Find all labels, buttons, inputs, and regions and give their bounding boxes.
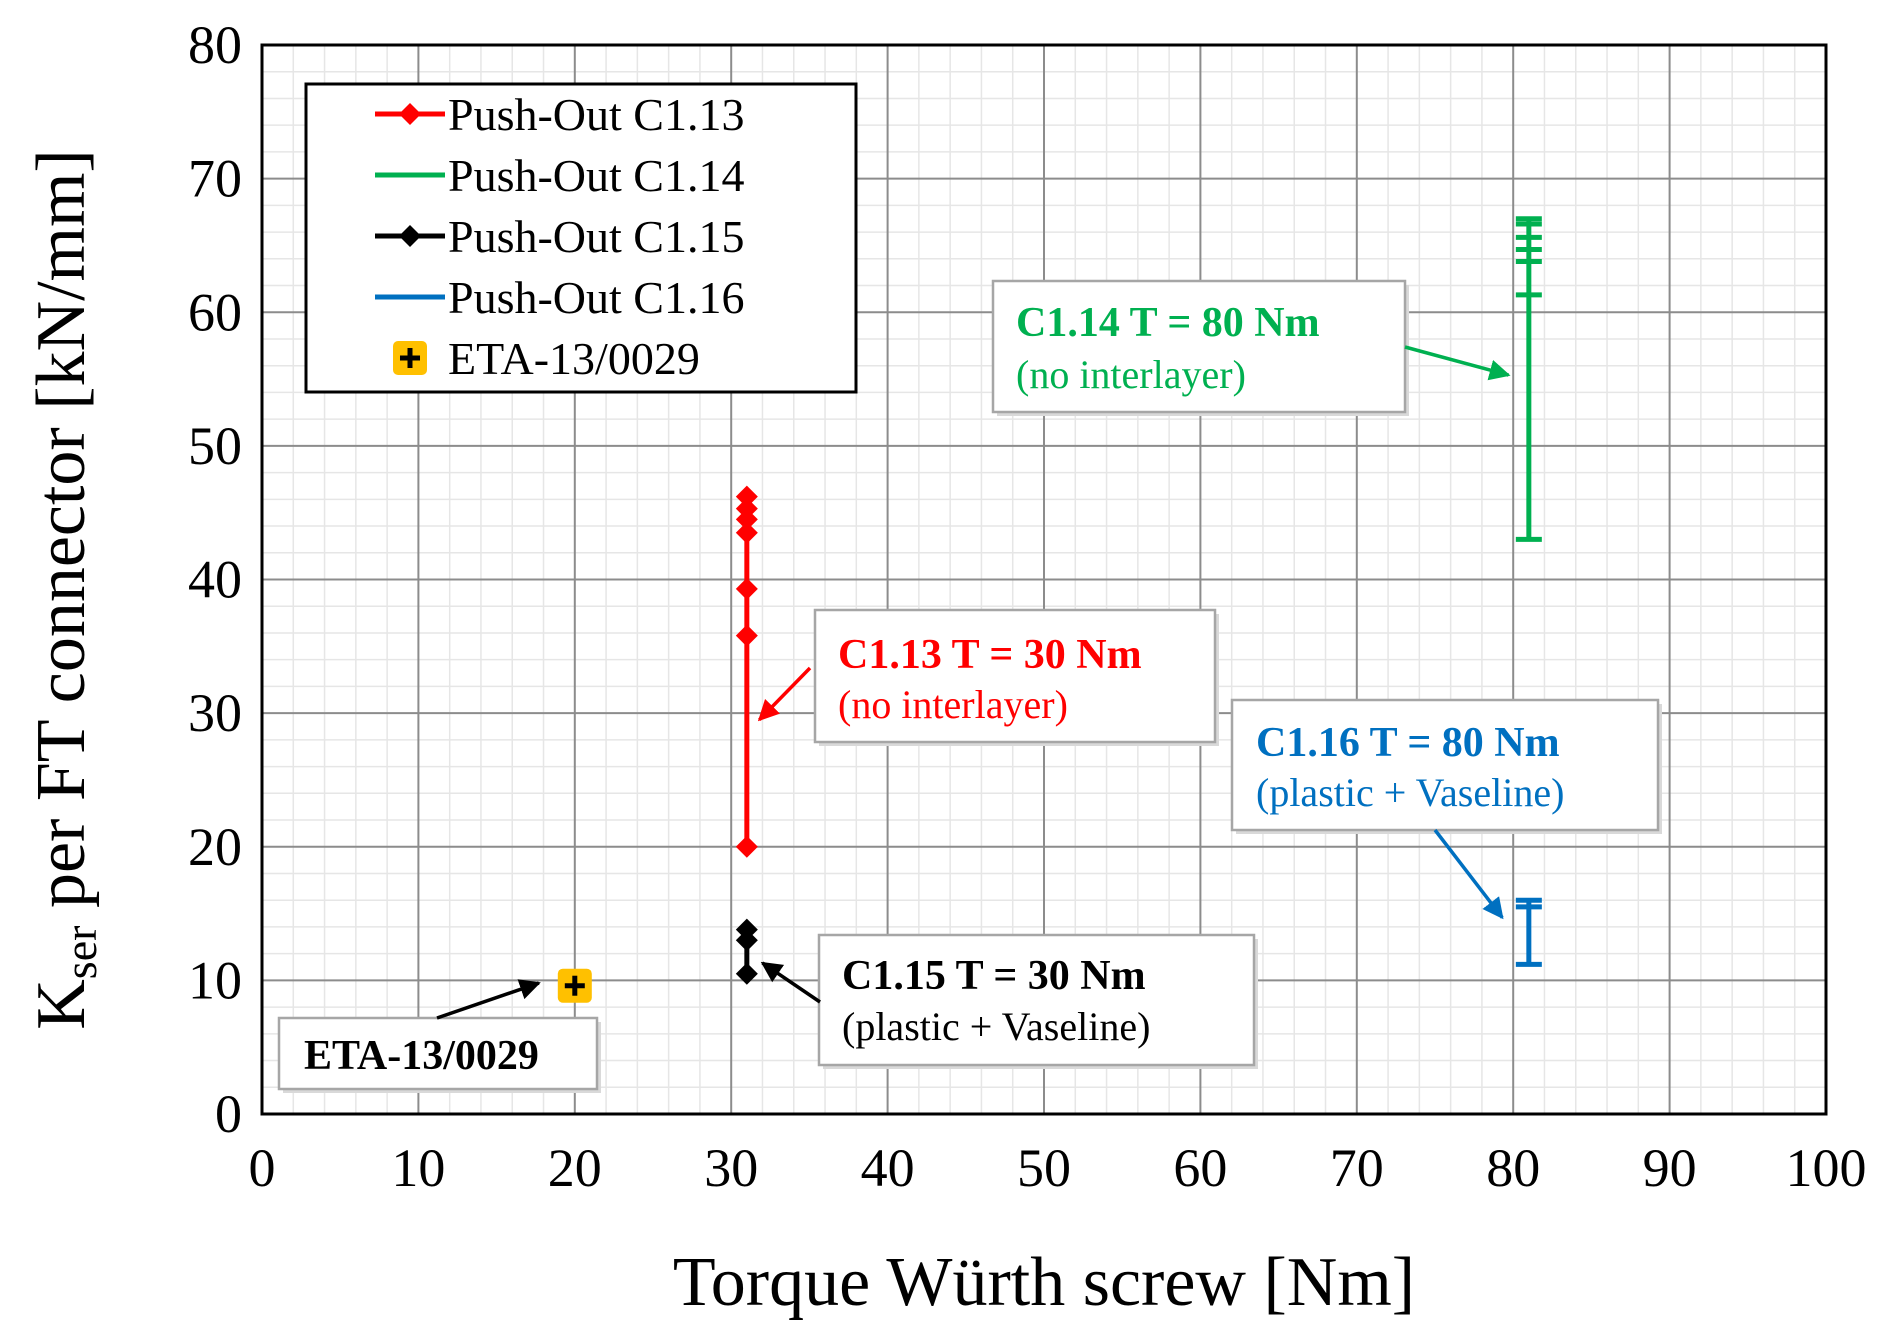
annotation-title: C1.15 T = 30 Nm bbox=[842, 953, 1146, 999]
y-tick-label: 0 bbox=[215, 1084, 242, 1144]
y-tick-label: 50 bbox=[188, 416, 242, 476]
x-tick-label: 100 bbox=[1786, 1138, 1867, 1198]
y-axis-title: Kser per FT connector [kN/mm] bbox=[23, 149, 106, 1030]
data-point bbox=[735, 918, 758, 941]
legend-item: ETA-13/0029 bbox=[393, 333, 700, 384]
annotation-title: C1.16 T = 80 Nm bbox=[1256, 720, 1560, 766]
x-tick-label: 90 bbox=[1643, 1138, 1697, 1198]
data-point bbox=[735, 962, 758, 985]
annotation-arrow bbox=[757, 666, 812, 722]
data-point bbox=[735, 521, 758, 544]
legend: Push-Out C1.13 Push-Out C1.14 Push-Out C1.… bbox=[304, 82, 858, 394]
annotation-title: ETA-13/0029 bbox=[304, 1033, 539, 1079]
plot-frame bbox=[260, 43, 1828, 1116]
annotation-title: C1.14 T = 80 Nm bbox=[1016, 300, 1320, 346]
legend-items: Push-Out C1.13 Push-Out C1.14 Push-Out C1.… bbox=[375, 89, 744, 384]
y-tick-label: 40 bbox=[188, 550, 242, 610]
series-4 bbox=[557, 968, 592, 1003]
annotation-subtitle: (no interlayer) bbox=[1016, 352, 1246, 397]
x-tick-label: 40 bbox=[861, 1138, 915, 1198]
annotation-arrow bbox=[436, 979, 541, 1020]
y-tick-label: 80 bbox=[188, 15, 242, 75]
annotation-arrow bbox=[760, 961, 821, 1004]
legend-marker bbox=[399, 225, 421, 247]
legend-label: Push-Out C1.16 bbox=[448, 272, 744, 323]
x-tick-label: 10 bbox=[391, 1138, 445, 1198]
legend-item: Push-Out C1.16 bbox=[375, 272, 744, 323]
annotation-title: C1.13 T = 30 Nm bbox=[838, 632, 1142, 678]
y-tick-label: 10 bbox=[188, 950, 242, 1010]
series-0 bbox=[735, 485, 758, 858]
data-point bbox=[735, 835, 758, 858]
annotation-arrow bbox=[1433, 828, 1504, 920]
legend-item: Push-Out C1.14 bbox=[375, 150, 744, 201]
legend-marker bbox=[399, 103, 421, 125]
data-point bbox=[735, 497, 758, 520]
x-tick-label: 60 bbox=[1173, 1138, 1227, 1198]
annotation-subtitle: (plastic + Vaseline) bbox=[1256, 770, 1564, 815]
legend-label: Push-Out C1.14 bbox=[448, 150, 744, 201]
y-tick-label: 60 bbox=[188, 282, 242, 342]
y-tick-label: 70 bbox=[188, 149, 242, 209]
annotation-box bbox=[817, 933, 1256, 1067]
y-axis-title-main: K bbox=[23, 979, 100, 1030]
legend-label: ETA-13/0029 bbox=[448, 333, 700, 384]
annotation-box bbox=[277, 1016, 599, 1091]
x-tick-label: 70 bbox=[1330, 1138, 1384, 1198]
x-tick-label: 30 bbox=[704, 1138, 758, 1198]
annotation-eta: ETA-13/0029 bbox=[277, 979, 601, 1093]
x-axis-title: Torque Würth screw [Nm] bbox=[673, 1244, 1415, 1321]
legend-item: Push-Out C1.15 bbox=[375, 211, 744, 262]
annotation-box bbox=[991, 279, 1407, 414]
annotation-subtitle: (plastic + Vaseline) bbox=[842, 1004, 1150, 1049]
annotation-layer: C1.13 T = 30 Nm(no interlayer)C1.14 T = … bbox=[277, 279, 1662, 1093]
series-layer bbox=[557, 216, 1542, 1003]
annotation-subtitle: (no interlayer) bbox=[838, 682, 1068, 727]
y-tick-label: 30 bbox=[188, 683, 242, 743]
data-point bbox=[735, 577, 758, 600]
x-tick-label: 20 bbox=[548, 1138, 602, 1198]
series-3 bbox=[1515, 897, 1542, 967]
y-tick-label: 20 bbox=[188, 817, 242, 877]
series-2 bbox=[735, 918, 758, 985]
x-tick-label: 50 bbox=[1017, 1138, 1071, 1198]
y-axis-title-rest: per FT connector [kN/mm] bbox=[23, 149, 100, 925]
legend-label: Push-Out C1.15 bbox=[448, 211, 744, 262]
annotation-c116: C1.16 T = 80 Nm(plastic + Vaseline) bbox=[1230, 698, 1662, 920]
x-axis-ticks: 0 10 20 30 40 50 60 70 80 90 100 bbox=[249, 1138, 1867, 1198]
y-axis-ticks: 0 10 20 30 40 50 60 70 80 bbox=[188, 15, 242, 1144]
annotation-c114: C1.14 T = 80 Nm (no interlayer) bbox=[991, 279, 1511, 416]
data-point bbox=[735, 624, 758, 647]
annotation-c113: C1.13 T = 30 Nm(no interlayer) bbox=[757, 608, 1219, 746]
y-axis-title-subscript: ser bbox=[55, 926, 106, 980]
data-point bbox=[735, 485, 758, 508]
x-tick-label: 80 bbox=[1486, 1138, 1540, 1198]
x-tick-label: 0 bbox=[249, 1138, 276, 1198]
annotation-box bbox=[813, 608, 1217, 744]
annotation-c115: C1.15 T = 30 Nm (plastic + Vaseline) bbox=[760, 933, 1258, 1069]
annotation-box bbox=[1230, 698, 1660, 832]
series-1 bbox=[1515, 216, 1542, 542]
legend-label: Push-Out C1.13 bbox=[448, 89, 744, 140]
annotation-arrow bbox=[1404, 345, 1511, 381]
legend-item: Push-Out C1.13 bbox=[375, 89, 744, 140]
